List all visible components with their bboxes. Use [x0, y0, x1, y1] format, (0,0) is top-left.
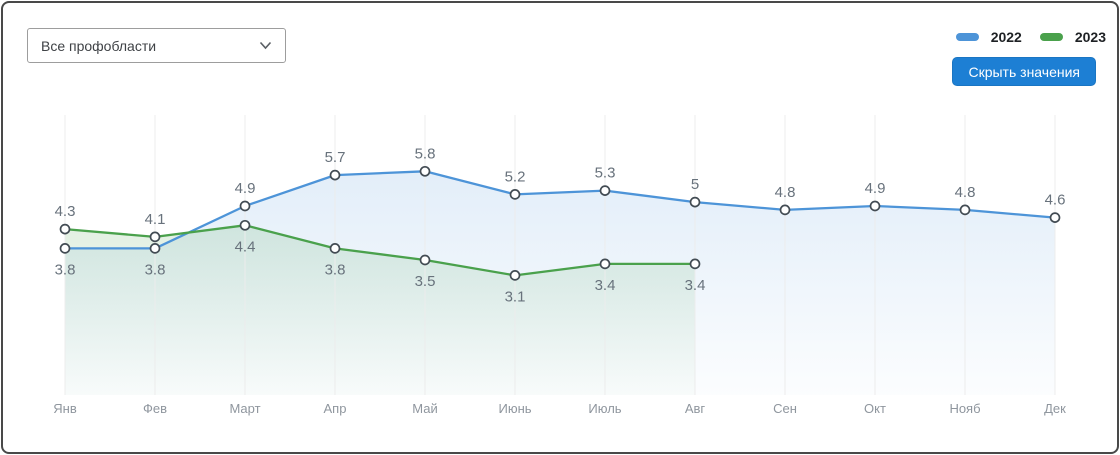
point-2022-Янв[interactable] [59, 243, 71, 254]
value-label-2023-Июль: 3.4 [595, 277, 616, 294]
chevron-down-icon [259, 41, 272, 50]
x-axis-label-Окт: Окт [864, 401, 886, 416]
value-label-2022-Май: 5.8 [415, 145, 436, 162]
point-2023-Фев[interactable] [149, 231, 161, 243]
legend-swatch-2023 [1039, 33, 1063, 41]
value-label-2022-Окт: 4.9 [865, 180, 886, 197]
x-axis-label-Июль: Июль [588, 401, 621, 416]
point-2023-Янв[interactable] [59, 223, 71, 235]
value-label-2023-Июнь: 3.1 [505, 288, 526, 305]
point-2022-Сен[interactable] [779, 204, 791, 216]
x-axis-label-Июнь: Июнь [498, 401, 531, 416]
value-label-2022-Сен: 4.8 [775, 184, 796, 201]
x-axis-label-Дек: Дек [1044, 401, 1066, 416]
value-label-2023-Апр: 3.8 [325, 261, 346, 278]
legend-item-2023[interactable]: 2023 [1039, 29, 1106, 45]
value-label-2023-Май: 3.5 [415, 273, 436, 290]
point-2022-Окт[interactable] [869, 200, 881, 212]
point-2022-Июль[interactable] [599, 185, 611, 196]
value-label-2022-Авг: 5 [691, 176, 699, 193]
point-2022-Апр[interactable] [329, 169, 341, 181]
value-label-2022-Янв: 3.8 [55, 261, 76, 278]
point-2022-Дек[interactable] [1049, 212, 1061, 223]
point-2023-Апр[interactable] [329, 243, 341, 254]
x-axis-label-Май: Май [412, 401, 437, 416]
point-2023-Июль[interactable] [599, 258, 611, 270]
legend-swatch-2022 [955, 33, 979, 41]
x-axis-label-Нояб: Нояб [949, 401, 980, 416]
point-2023-Март[interactable] [239, 219, 251, 231]
point-2023-Авг[interactable] [689, 258, 701, 270]
hide-values-button[interactable]: Скрыть значения [952, 57, 1096, 86]
point-2023-Июнь[interactable] [509, 270, 521, 281]
point-2022-Май[interactable] [419, 165, 431, 177]
value-label-2022-Дек: 4.6 [1045, 192, 1066, 209]
value-label-2023-Март: 4.4 [235, 238, 256, 255]
area-2023 [65, 225, 695, 395]
point-2022-Фев[interactable] [149, 243, 161, 254]
point-2022-Авг[interactable] [689, 196, 701, 208]
profession-filter-dropdown[interactable]: Все профобласти [27, 28, 286, 63]
value-label-2023-Авг: 3.4 [685, 277, 706, 294]
point-2022-Март[interactable] [239, 200, 251, 212]
x-axis-label-Фев: Фев [143, 401, 167, 416]
value-label-2022-Июнь: 5.2 [505, 168, 526, 185]
value-label-2022-Март: 4.9 [235, 180, 256, 197]
point-2023-Май[interactable] [419, 254, 431, 266]
x-axis-label-Авг: Авг [685, 401, 706, 416]
value-label-2022-Фев: 3.8 [145, 261, 166, 278]
line-2022 [63, 170, 1057, 250]
value-label-2022-Апр: 5.7 [325, 149, 346, 166]
value-label-2022-Июль: 5.3 [595, 165, 616, 182]
x-axis-label-Апр: Апр [324, 401, 347, 416]
value-label-2022-Нояб: 4.8 [955, 184, 976, 201]
x-axis-label-Янв: Янв [53, 401, 77, 416]
line-2023 [63, 224, 697, 277]
x-axis-label-Сен: Сен [773, 401, 797, 416]
legend-label-2022: 2022 [990, 29, 1022, 45]
value-label-2023-Янв: 4.3 [55, 203, 76, 220]
point-2022-Нояб[interactable] [959, 204, 971, 216]
value-label-2023-Фев: 4.1 [145, 211, 166, 228]
dropdown-selected-value: Все профобласти [41, 37, 157, 54]
chart-legend: 2022 2023 [955, 29, 1106, 45]
legend-label-2023: 2023 [1074, 29, 1106, 45]
point-2022-Июнь[interactable] [509, 189, 521, 200]
legend-item-2022[interactable]: 2022 [955, 29, 1022, 45]
x-axis-label-Март: Март [229, 401, 260, 416]
